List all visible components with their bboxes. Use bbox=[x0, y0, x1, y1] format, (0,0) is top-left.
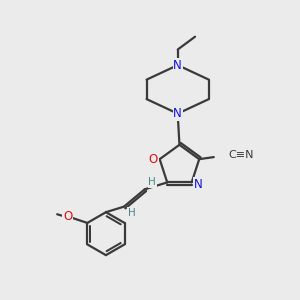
Text: H: H bbox=[128, 208, 135, 218]
Text: O: O bbox=[63, 209, 72, 223]
Text: N: N bbox=[173, 107, 182, 120]
Text: N: N bbox=[194, 178, 202, 190]
Text: N: N bbox=[173, 58, 182, 72]
Text: H: H bbox=[148, 177, 156, 188]
Text: O: O bbox=[149, 153, 158, 166]
Text: C≡N: C≡N bbox=[229, 150, 254, 160]
